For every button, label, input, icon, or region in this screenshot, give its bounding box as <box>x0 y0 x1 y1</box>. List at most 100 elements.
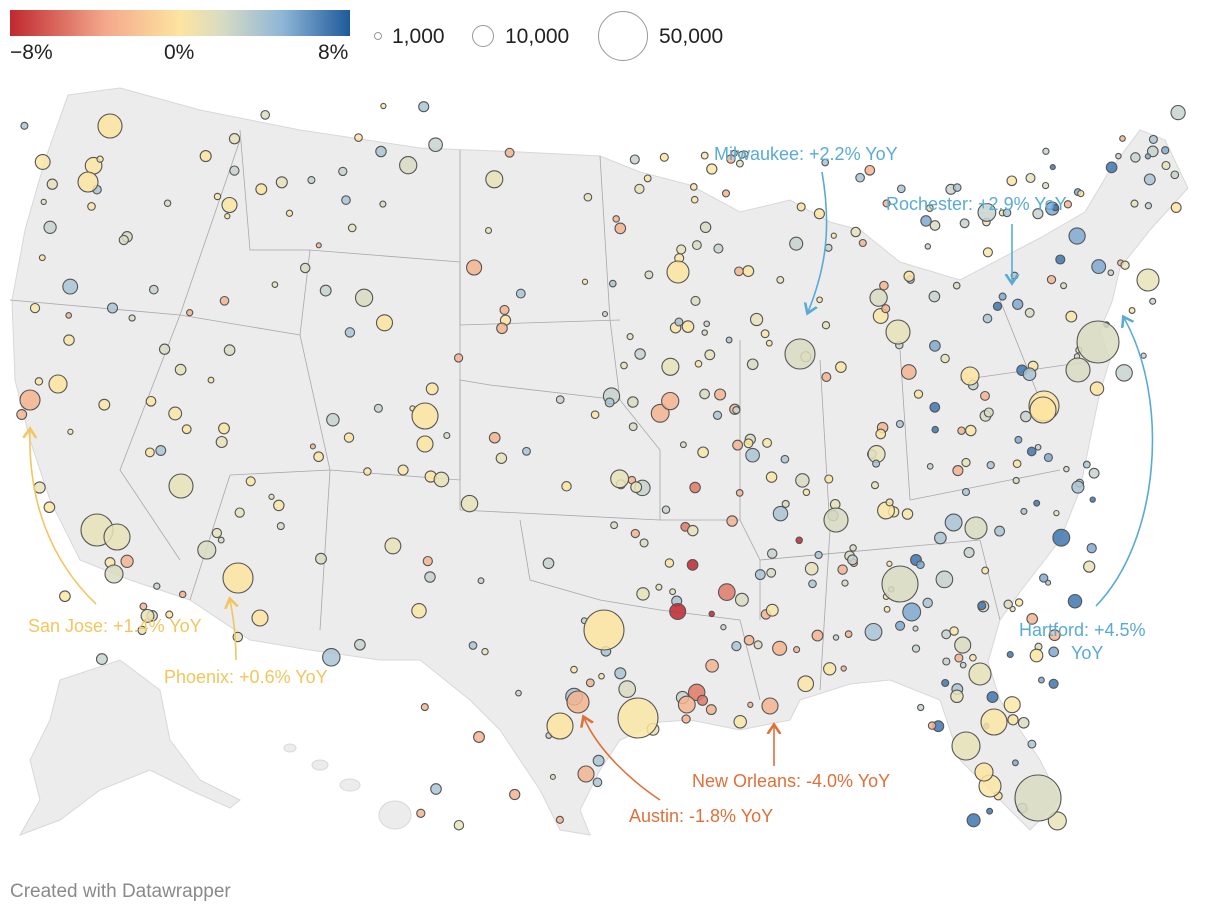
city-bubble <box>661 391 680 411</box>
city-bubble <box>703 320 711 328</box>
city-bubble <box>460 494 479 513</box>
city-bubble <box>1105 161 1118 174</box>
city-bubble <box>422 555 433 567</box>
city-bubble <box>935 570 954 589</box>
city-bubble <box>614 667 627 680</box>
city-bubble <box>732 406 741 415</box>
city-bubble <box>581 278 589 285</box>
city-bubble <box>735 159 744 168</box>
city-bubble <box>864 164 876 176</box>
city-bubble <box>1026 446 1037 457</box>
legend-max-label: 8% <box>318 41 349 64</box>
city-bubble <box>1136 268 1160 292</box>
city-bubble <box>765 471 778 483</box>
city-bubble <box>882 199 891 208</box>
city-bubble <box>341 195 351 205</box>
city-bubble <box>1076 320 1120 364</box>
city-bubble <box>753 640 763 650</box>
hartford-arrow <box>1095 318 1154 607</box>
city-bubble <box>234 507 245 518</box>
city-bubble <box>823 507 849 533</box>
city-bubble <box>924 243 932 250</box>
city-bubble <box>912 625 919 632</box>
city-bubble <box>747 701 754 708</box>
city-bubble <box>920 215 932 227</box>
city-bubble <box>954 653 964 663</box>
city-bubble <box>883 605 891 613</box>
city-bubble <box>766 548 778 559</box>
city-bubble <box>1029 648 1044 663</box>
city-bubble <box>1042 147 1050 155</box>
city-bubble <box>546 712 574 740</box>
city-bubble <box>928 290 941 303</box>
city-bubble <box>1020 410 1032 423</box>
city-bubble <box>959 661 967 669</box>
city-bubble <box>980 708 1008 736</box>
city-bubble <box>808 579 817 589</box>
city-bubble <box>1047 811 1067 831</box>
city-bubble <box>630 481 643 494</box>
city-bubble <box>416 435 434 453</box>
city-bubble <box>228 133 241 145</box>
city-bubble <box>1161 160 1171 171</box>
city-bubble <box>1003 696 1021 714</box>
city-bubble <box>881 304 891 314</box>
city-bubble <box>743 438 754 449</box>
city-bubble <box>168 406 183 421</box>
city-bubble <box>992 301 1003 311</box>
city-bubble <box>628 422 638 432</box>
phoenix-arrow <box>230 600 236 661</box>
city-bubble <box>583 609 625 651</box>
city-bubble <box>197 540 217 560</box>
city-bubble <box>925 204 934 212</box>
city-bubble <box>139 602 148 611</box>
city-bubble <box>120 554 134 568</box>
city-bubble <box>570 665 578 674</box>
austin-label: Austin: -1.8% YoY <box>629 806 773 826</box>
city-bubble <box>982 313 993 324</box>
city-bubble <box>103 523 131 551</box>
city-bubble <box>273 499 285 512</box>
city-bubble <box>821 372 832 382</box>
austin-arrow <box>584 718 661 801</box>
city-bubble <box>443 431 451 440</box>
city-bubble <box>137 625 147 636</box>
city-bubble <box>488 431 501 444</box>
city-bubble <box>1020 507 1028 515</box>
city-bubble <box>145 395 157 407</box>
city-bubble <box>986 460 995 470</box>
city-bubble <box>1006 650 1014 659</box>
city-bubble <box>980 390 990 401</box>
city-bubble <box>612 215 620 223</box>
city-bubble <box>496 322 508 335</box>
city-bubble <box>902 602 922 622</box>
city-bubble <box>1065 310 1078 323</box>
city-bubble <box>981 566 990 575</box>
color-ramp <box>10 10 350 36</box>
city-bubble <box>610 469 630 489</box>
city-bubble <box>19 389 41 411</box>
size-50000-circle <box>598 11 648 61</box>
city-bubble <box>1006 175 1018 187</box>
city-bubble <box>795 536 803 545</box>
phoenix-label: Phoenix: +0.6% YoY <box>164 667 328 687</box>
san-jose-label: San Jose: +1.4% YoY <box>28 616 202 636</box>
city-bubble <box>916 560 925 570</box>
city-bubble <box>959 218 970 229</box>
city-bubble <box>929 401 941 413</box>
city-bubble <box>399 156 418 175</box>
city-bubble <box>1049 164 1056 171</box>
city-bubble <box>155 445 167 456</box>
city-bubble <box>224 213 231 220</box>
city-bubble <box>957 426 966 435</box>
city-bubble <box>1014 774 1062 822</box>
city-bubble <box>795 473 810 488</box>
city-bubble <box>679 441 687 449</box>
city-bubble <box>974 762 994 782</box>
city-bubble <box>285 209 294 217</box>
city-bubble <box>1024 307 1035 318</box>
city-bubble <box>813 208 825 220</box>
city-bubble <box>1077 189 1085 198</box>
city-bubble <box>666 260 690 284</box>
